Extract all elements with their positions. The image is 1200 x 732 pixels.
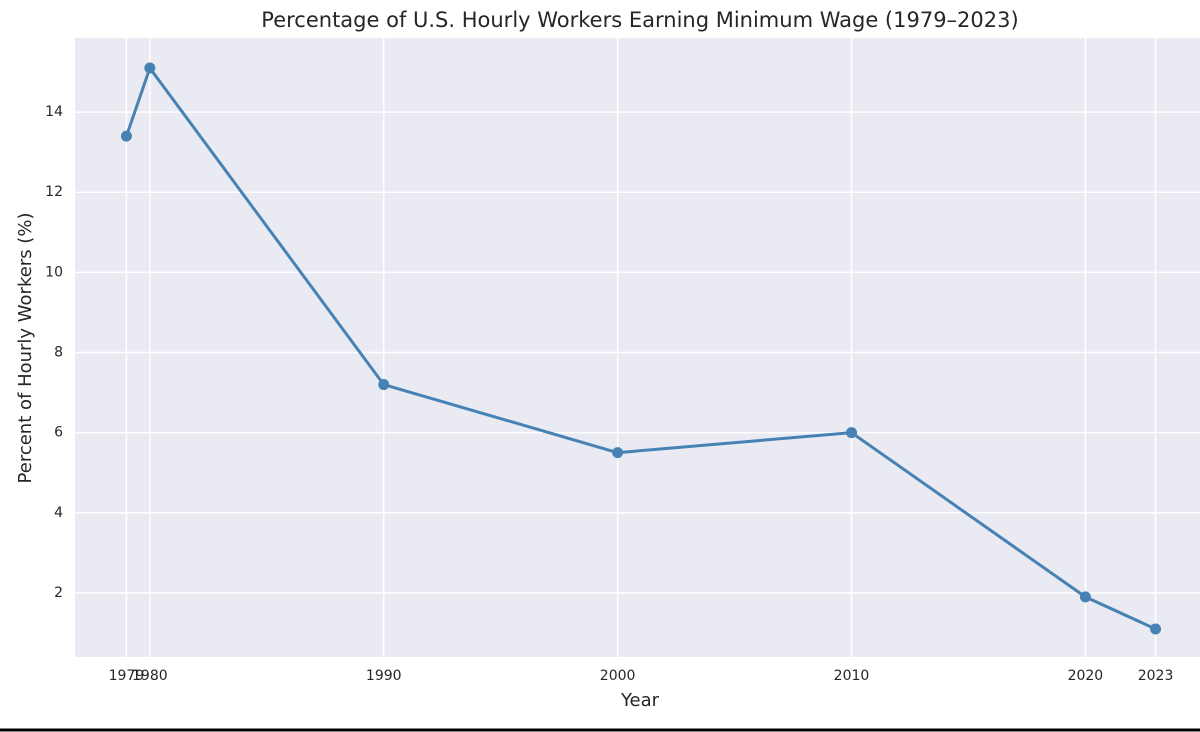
y-tick-label: 4 [54,505,63,521]
chart-title: Percentage of U.S. Hourly Workers Earnin… [261,8,1018,32]
y-tick-label: 14 [45,104,63,120]
x-tick-label: 2020 [1068,668,1104,684]
x-tick-label: 1980 [132,668,168,684]
data-point [612,447,624,459]
y-tick-label: 6 [54,425,63,441]
x-tick-label: 2000 [600,668,636,684]
y-tick-label: 10 [45,264,63,280]
y-tick-label: 8 [54,345,63,361]
x-axis-title: Year [620,690,660,711]
x-tick-label: 2010 [834,668,870,684]
data-point [1079,591,1091,603]
y-tick-label: 12 [45,184,63,200]
x-tick-label: 1990 [366,668,402,684]
data-point [378,379,390,391]
y-tick-label: 2 [54,585,63,601]
x-tick-label: 2023 [1138,668,1174,684]
data-point [1150,623,1162,635]
data-point [120,130,132,142]
y-axis-title: Percent of Hourly Workers (%) [15,213,36,484]
plot-area [75,38,1200,657]
data-point [846,427,858,439]
data-point [144,62,156,74]
x-tick-label: 1979 [109,668,145,684]
